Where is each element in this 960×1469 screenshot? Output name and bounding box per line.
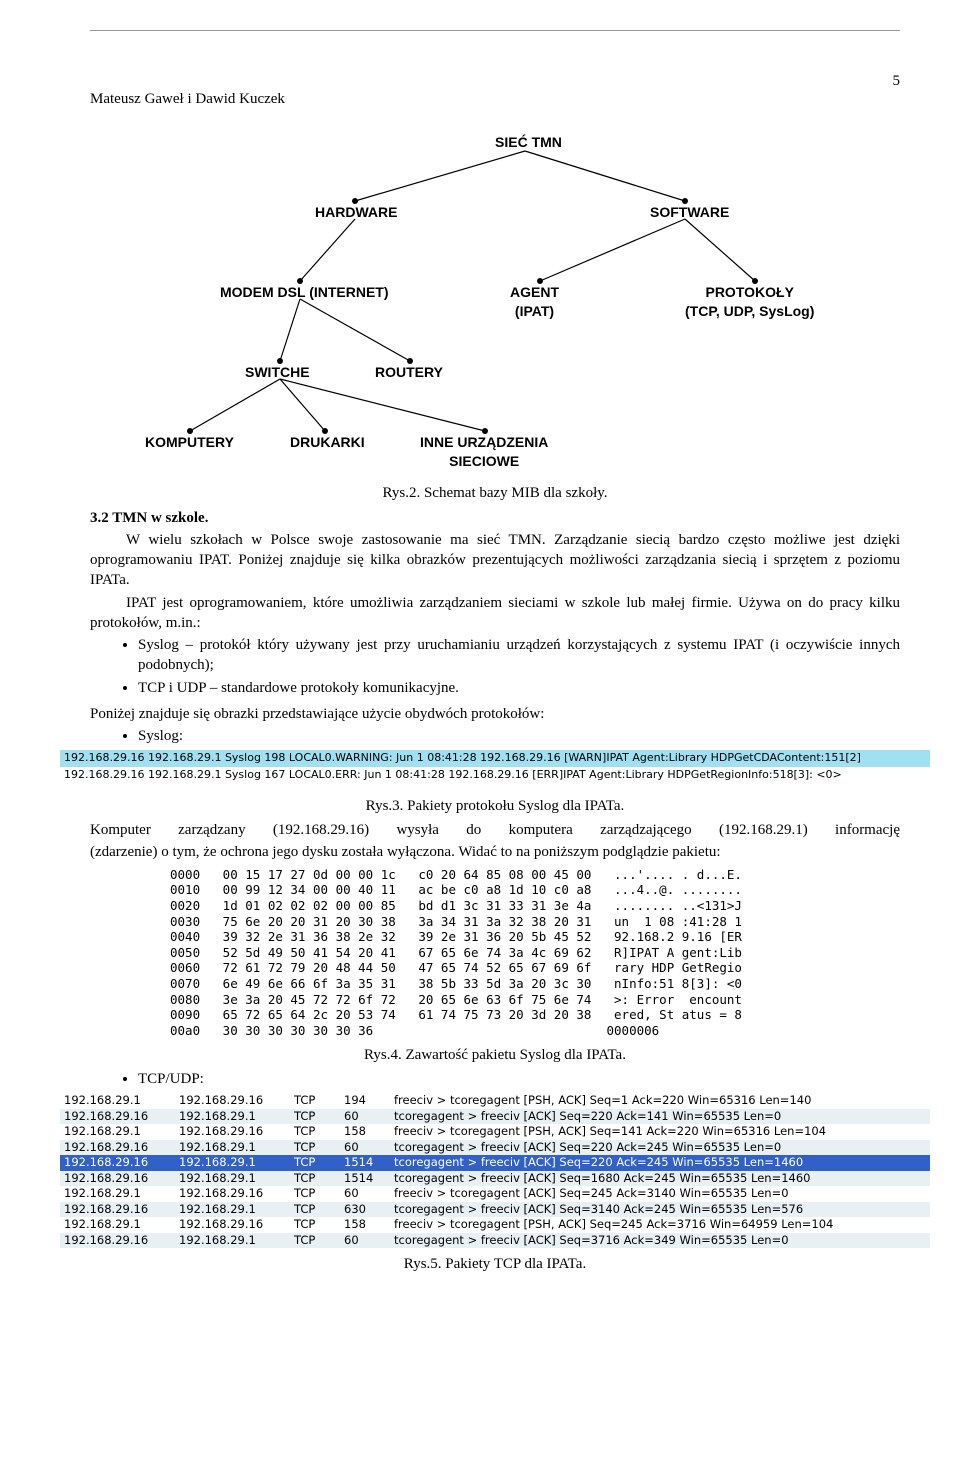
tcp-row: 192.168.29.1192.168.29.16TCP158freeciv >… bbox=[60, 1124, 930, 1140]
tcp-dst: 192.168.29.1 bbox=[179, 1155, 294, 1171]
tree-node-software: SOFTWARE bbox=[650, 203, 729, 222]
author-name: Mateusz Gaweł i Dawid Kuczek bbox=[90, 89, 285, 109]
section-3-2-heading: 3.2 TMN w szkole. bbox=[90, 508, 900, 528]
tree-node-routery: ROUTERY bbox=[375, 363, 443, 382]
tcp-dst: 192.168.29.16 bbox=[179, 1124, 294, 1140]
tree-node-switche: SWITCHE bbox=[245, 363, 310, 382]
syslog-row: 192.168.29.16 192.168.29.1 Syslog 198 LO… bbox=[60, 750, 930, 767]
tcp-len: 630 bbox=[344, 1202, 394, 1218]
tcp-row: 192.168.29.16192.168.29.1TCP1514tcoregag… bbox=[60, 1171, 930, 1187]
tcp-row: 192.168.29.1192.168.29.16TCP194freeciv >… bbox=[60, 1093, 930, 1109]
tcp-row: 192.168.29.16192.168.29.1TCP1514tcoregag… bbox=[60, 1155, 930, 1171]
tcp-info: tcoregagent > freeciv [ACK] Seq=220 Ack=… bbox=[394, 1109, 926, 1125]
tree-node-root: SIEĆ TMN bbox=[495, 133, 562, 152]
tree-node-modem: MODEM DSL (INTERNET) bbox=[220, 283, 389, 302]
tcp-src: 192.168.29.16 bbox=[64, 1171, 179, 1187]
tcp-len: 60 bbox=[344, 1140, 394, 1156]
figure-4-caption: Rys.4. Zawartość pakietu Syslog dla IPAT… bbox=[90, 1045, 900, 1065]
tcp-len: 158 bbox=[344, 1217, 394, 1233]
bullet-tcpudp-label: TCP/UDP: bbox=[138, 1069, 900, 1089]
syslog-packet-listing: 192.168.29.16 192.168.29.1 Syslog 198 LO… bbox=[60, 750, 930, 784]
tcp-packet-listing: 192.168.29.1192.168.29.16TCP194freeciv >… bbox=[60, 1093, 930, 1248]
tcp-info: tcoregagent > freeciv [ACK] Seq=3140 Ack… bbox=[394, 1202, 926, 1218]
page-top-rule bbox=[90, 30, 900, 31]
tree-node-inne: INNE URZĄDZENIA SIECIOWE bbox=[420, 433, 548, 471]
tcp-info: tcoregagent > freeciv [ACK] Seq=1680 Ack… bbox=[394, 1171, 926, 1187]
tcp-info: freeciv > tcoregagent [ACK] Seq=245 Ack=… bbox=[394, 1186, 926, 1202]
tcp-info: tcoregagent > freeciv [ACK] Seq=220 Ack=… bbox=[394, 1155, 926, 1171]
tcp-dst: 192.168.29.16 bbox=[179, 1217, 294, 1233]
tree-node-proto: PROTOKOŁY (TCP, UDP, SysLog) bbox=[685, 283, 814, 321]
example-bullet-list-1: Syslog: bbox=[138, 726, 900, 746]
tcp-dst: 192.168.29.16 bbox=[179, 1186, 294, 1202]
tcp-row: 192.168.29.1192.168.29.16TCP158freeciv >… bbox=[60, 1217, 930, 1233]
tcp-proto: TCP bbox=[294, 1155, 344, 1171]
tcp-len: 1514 bbox=[344, 1155, 394, 1171]
tree-node-agent: AGENT (IPAT) bbox=[510, 283, 559, 321]
tcp-row: 192.168.29.1192.168.29.16TCP60freeciv > … bbox=[60, 1186, 930, 1202]
paragraph-1: W wielu szkołach w Polsce swoje zastosow… bbox=[90, 530, 900, 591]
tree-node-druk: DRUKARKI bbox=[290, 433, 365, 452]
tcp-info: tcoregagent > freeciv [ACK] Seq=3716 Ack… bbox=[394, 1233, 926, 1249]
tcp-dst: 192.168.29.1 bbox=[179, 1140, 294, 1156]
tcp-row: 192.168.29.16192.168.29.1TCP60tcoregagen… bbox=[60, 1233, 930, 1249]
packet-hex-dump: 0000 00 15 17 27 0d 00 00 1c c0 20 64 85… bbox=[170, 867, 900, 1039]
tcp-proto: TCP bbox=[294, 1217, 344, 1233]
tcp-src: 192.168.29.16 bbox=[64, 1202, 179, 1218]
bullet-syslog-desc: Syslog – protokół który używany jest prz… bbox=[138, 635, 900, 676]
tcp-len: 194 bbox=[344, 1093, 394, 1109]
tcp-info: freeciv > tcoregagent [PSH, ACK] Seq=1 A… bbox=[394, 1093, 926, 1109]
tcp-proto: TCP bbox=[294, 1202, 344, 1218]
header-row: Mateusz Gaweł i Dawid Kuczek 5 bbox=[90, 71, 900, 109]
tcp-len: 1514 bbox=[344, 1171, 394, 1187]
tcp-src: 192.168.29.16 bbox=[64, 1233, 179, 1249]
tcp-src: 192.168.29.1 bbox=[64, 1093, 179, 1109]
tcp-row: 192.168.29.16192.168.29.1TCP60tcoregagen… bbox=[60, 1140, 930, 1156]
tcp-len: 60 bbox=[344, 1233, 394, 1249]
bullet-tcpudp-desc: TCP i UDP – standardowe protokoły komuni… bbox=[138, 678, 900, 698]
tcp-info: tcoregagent > freeciv [ACK] Seq=220 Ack=… bbox=[394, 1140, 926, 1156]
tcp-src: 192.168.29.16 bbox=[64, 1155, 179, 1171]
tcp-row: 192.168.29.16192.168.29.1TCP630tcoregage… bbox=[60, 1202, 930, 1218]
tcp-info: freeciv > tcoregagent [PSH, ACK] Seq=245… bbox=[394, 1217, 926, 1233]
example-bullet-list-2: TCP/UDP: bbox=[138, 1069, 900, 1089]
tcp-src: 192.168.29.16 bbox=[64, 1109, 179, 1125]
tcp-proto: TCP bbox=[294, 1233, 344, 1249]
tcp-src: 192.168.29.1 bbox=[64, 1124, 179, 1140]
tcp-info: freeciv > tcoregagent [PSH, ACK] Seq=141… bbox=[394, 1124, 926, 1140]
protocol-bullet-list: Syslog – protokół który używany jest prz… bbox=[138, 635, 900, 698]
figure-5-caption: Rys.5. Pakiety TCP dla IPATa. bbox=[90, 1254, 900, 1274]
tcp-proto: TCP bbox=[294, 1093, 344, 1109]
tcp-dst: 192.168.29.1 bbox=[179, 1233, 294, 1249]
tcp-proto: TCP bbox=[294, 1124, 344, 1140]
tcp-src: 192.168.29.1 bbox=[64, 1217, 179, 1233]
paragraph-4b: (zdarzenie) o tym, że ochrona jego dysku… bbox=[90, 842, 900, 862]
mib-tree-diagram: SIEĆ TMN HARDWARE SOFTWARE MODEM DSL (IN… bbox=[90, 133, 900, 463]
paragraph-4a: Komputer zarządzany (192.168.29.16) wysy… bbox=[90, 820, 900, 840]
paragraph-2: IPAT jest oprogramowaniem, które umożliw… bbox=[90, 593, 900, 634]
tcp-proto: TCP bbox=[294, 1109, 344, 1125]
tcp-proto: TCP bbox=[294, 1171, 344, 1187]
tcp-len: 60 bbox=[344, 1109, 394, 1125]
syslog-row: 192.168.29.16 192.168.29.1 Syslog 167 LO… bbox=[60, 767, 930, 784]
figure-3-caption: Rys.3. Pakiety protokołu Syslog dla IPAT… bbox=[90, 796, 900, 816]
tree-node-hardware: HARDWARE bbox=[315, 203, 397, 222]
figure-2-caption: Rys.2. Schemat bazy MIB dla szkoły. bbox=[90, 483, 900, 503]
tcp-dst: 192.168.29.1 bbox=[179, 1171, 294, 1187]
page-number: 5 bbox=[893, 71, 901, 109]
tcp-src: 192.168.29.1 bbox=[64, 1186, 179, 1202]
tcp-dst: 192.168.29.16 bbox=[179, 1093, 294, 1109]
tcp-len: 60 bbox=[344, 1186, 394, 1202]
tcp-row: 192.168.29.16192.168.29.1TCP60tcoregagen… bbox=[60, 1109, 930, 1125]
paragraph-3: Poniżej znajduje się obrazki przedstawia… bbox=[90, 704, 900, 724]
tcp-dst: 192.168.29.1 bbox=[179, 1202, 294, 1218]
bullet-syslog-label: Syslog: bbox=[138, 726, 900, 746]
tcp-proto: TCP bbox=[294, 1140, 344, 1156]
tcp-len: 158 bbox=[344, 1124, 394, 1140]
tcp-src: 192.168.29.16 bbox=[64, 1140, 179, 1156]
tcp-proto: TCP bbox=[294, 1186, 344, 1202]
tree-node-komp: KOMPUTERY bbox=[145, 433, 234, 452]
tcp-dst: 192.168.29.1 bbox=[179, 1109, 294, 1125]
